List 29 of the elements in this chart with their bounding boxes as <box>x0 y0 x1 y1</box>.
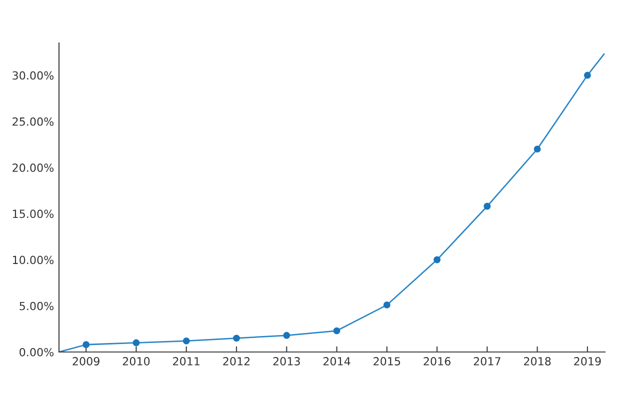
point <box>283 332 290 339</box>
point <box>333 327 340 334</box>
x-tick-label: 2014 <box>323 357 350 366</box>
x-tick-label: 2016 <box>424 357 450 366</box>
point <box>534 146 541 153</box>
y-tick-label: 10.00% <box>12 256 54 264</box>
x-tick-label: 2009 <box>72 357 100 366</box>
point <box>182 337 190 344</box>
point <box>383 301 390 308</box>
point <box>584 72 591 79</box>
x-tick-label: 2019 <box>574 357 601 366</box>
y-tick-label: 5.00% <box>20 302 54 310</box>
y-tick-label: 0.00% <box>20 348 54 356</box>
x-tick-label: 2010 <box>122 357 150 366</box>
x-tick-label: 2015 <box>374 357 400 366</box>
point <box>484 202 491 210</box>
point <box>233 334 240 342</box>
y-tick-label: 15.00% <box>12 210 54 218</box>
x-tick-label: 2018 <box>524 357 551 366</box>
y-tick-label: 25.00% <box>12 117 54 126</box>
y-tick-label: 20.00% <box>12 163 54 172</box>
point <box>434 256 441 264</box>
x-tick-label: 2017 <box>474 357 500 366</box>
point <box>82 341 90 348</box>
y-tick-label: 30.00% <box>12 71 54 80</box>
x-tick-label: 2012 <box>223 357 250 366</box>
x-tick-label: 2013 <box>273 357 300 366</box>
x-tick-label: 2011 <box>173 357 200 366</box>
point <box>132 339 140 346</box>
